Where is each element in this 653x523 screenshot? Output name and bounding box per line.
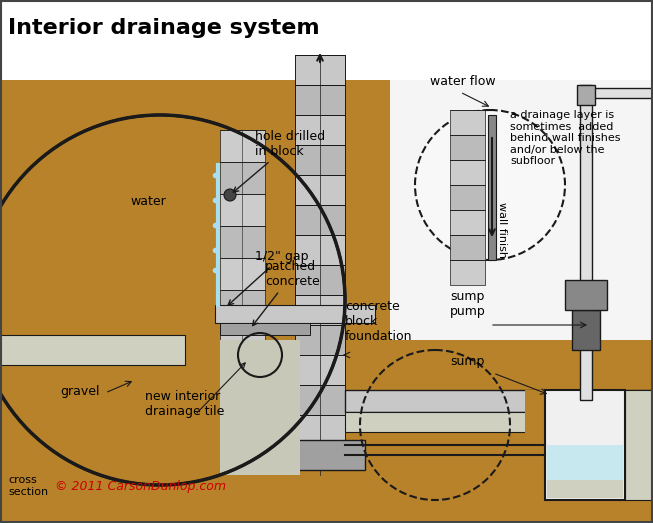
Text: sump: sump <box>450 355 485 368</box>
Bar <box>215 305 375 323</box>
Bar <box>577 85 595 105</box>
Bar <box>220 290 265 322</box>
Bar <box>220 418 265 450</box>
Bar <box>345 412 653 432</box>
Bar <box>450 160 485 185</box>
Bar <box>295 205 345 235</box>
Circle shape <box>415 110 565 260</box>
Bar <box>295 385 345 415</box>
Bar <box>295 175 345 205</box>
Bar <box>345 390 653 412</box>
Bar <box>295 55 345 85</box>
Text: water flow: water flow <box>430 75 496 88</box>
Bar <box>220 354 265 386</box>
Text: water: water <box>130 195 166 208</box>
Bar <box>450 185 485 210</box>
Bar <box>0 80 390 523</box>
Bar <box>0 335 185 365</box>
Bar <box>572 310 600 350</box>
Bar <box>580 85 592 400</box>
Bar <box>220 226 265 258</box>
Polygon shape <box>220 340 300 475</box>
Bar <box>220 322 265 354</box>
Text: wall finish: wall finish <box>497 202 507 258</box>
Bar <box>488 115 496 260</box>
Bar <box>295 115 345 145</box>
Bar <box>295 265 345 295</box>
Text: a drainage layer is
sometimes  added
behind wall finishes
and/or below the
subfl: a drainage layer is sometimes added behi… <box>510 110 620 166</box>
Bar <box>625 390 653 500</box>
Text: cross
section: cross section <box>8 475 48 497</box>
Text: Interior drainage system: Interior drainage system <box>8 18 319 38</box>
Bar <box>450 135 485 160</box>
Text: hole drilled
in block: hole drilled in block <box>233 130 325 192</box>
Bar <box>220 386 265 418</box>
Bar <box>295 325 345 355</box>
Bar <box>295 85 345 115</box>
Circle shape <box>224 189 236 201</box>
Bar <box>220 323 310 335</box>
Bar <box>450 110 485 135</box>
Bar <box>220 258 265 290</box>
Bar <box>220 130 265 162</box>
Bar <box>592 88 652 98</box>
Bar <box>220 162 265 194</box>
Bar <box>390 80 653 340</box>
Polygon shape <box>0 155 220 455</box>
Text: concrete
block
foundation: concrete block foundation <box>345 300 413 343</box>
Bar <box>295 415 345 445</box>
Bar <box>545 390 625 500</box>
Bar <box>547 480 623 498</box>
Text: sump
pump: sump pump <box>450 290 486 318</box>
Bar <box>450 235 485 260</box>
Bar <box>547 445 623 498</box>
Bar <box>565 280 607 310</box>
Text: gravel: gravel <box>60 385 99 398</box>
Text: new interior
drainage tile: new interior drainage tile <box>145 390 225 418</box>
Bar <box>295 295 345 325</box>
Bar <box>295 145 345 175</box>
Bar <box>450 210 485 235</box>
Bar <box>275 440 365 470</box>
Bar <box>220 194 265 226</box>
Text: 1/2" gap: 1/2" gap <box>228 250 308 305</box>
Bar <box>295 445 345 470</box>
Bar <box>525 390 547 500</box>
Bar <box>450 260 485 285</box>
Bar <box>390 340 653 523</box>
Bar <box>295 235 345 265</box>
Text: © 2011 CarsonDunlop.com: © 2011 CarsonDunlop.com <box>55 480 226 493</box>
Text: patched
concrete: patched concrete <box>253 260 320 326</box>
Bar <box>295 355 345 385</box>
